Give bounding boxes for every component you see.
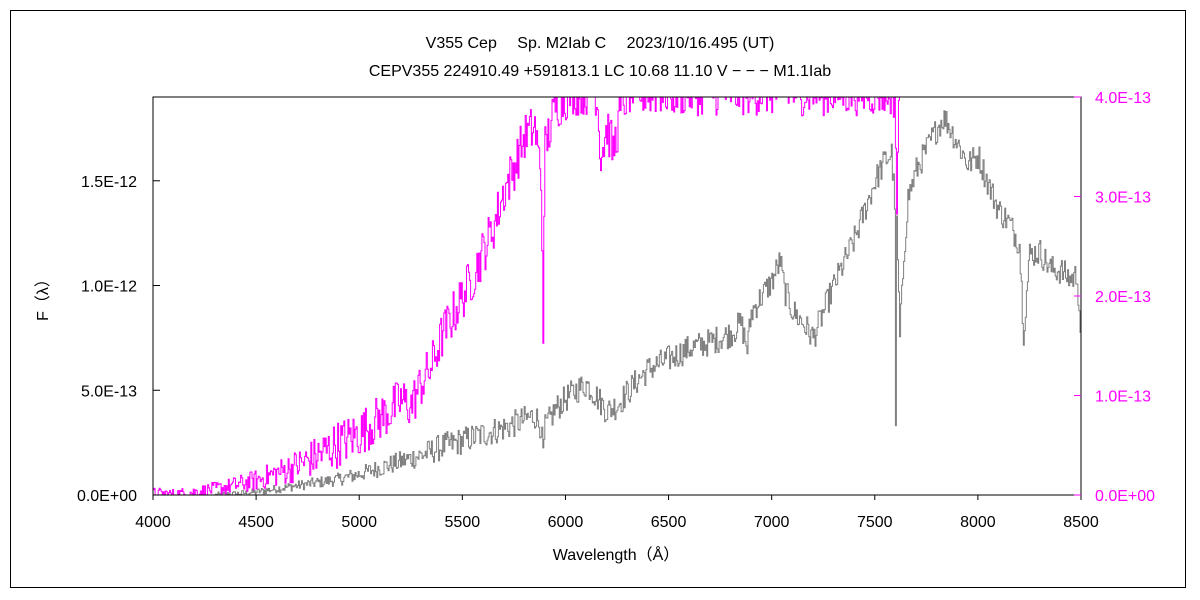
- y-axis-label: F（λ）: [34, 271, 52, 321]
- chart-frame: [10, 10, 1186, 588]
- y-right-tick-label: 3.0E-13: [1095, 190, 1151, 207]
- x-tick-label: 5500: [445, 514, 481, 531]
- x-tick-label: 8000: [960, 514, 996, 531]
- x-tick-label: 7000: [754, 514, 790, 531]
- y-right-tick-label: 0.0E+00: [1095, 488, 1155, 505]
- series-line-left-axis: [214, 110, 1082, 496]
- y-right-tick-label: 1.0E-13: [1095, 389, 1151, 406]
- y-left-tick-label: 5.0E-13: [81, 383, 137, 400]
- y-left-tick-label: 1.5E-12: [81, 174, 137, 191]
- x-axis-label: Wavelength（Å）: [553, 545, 680, 564]
- x-tick-label: 8500: [1063, 514, 1099, 531]
- chart-title-line-2: CEPV355 224910.49 +591813.1 LC 10.68 11.…: [368, 63, 832, 80]
- y-right-tick-label: 4.0E-13: [1095, 90, 1151, 107]
- y-left-tick-label: 1.0E-12: [81, 279, 137, 296]
- x-tick-label: 6500: [651, 514, 687, 531]
- plot-area: [152, 96, 1082, 496]
- y-right-tick-label: 2.0E-13: [1095, 289, 1151, 306]
- series-line-right-axis: [153, 96, 900, 496]
- x-tick-label: 4000: [135, 514, 171, 531]
- x-tick-label: 4500: [238, 514, 274, 531]
- x-tick-label: 7500: [857, 514, 893, 531]
- chart-title-line-1: V355 Cep Sp. M2Iab C 2023/10/16.495 (UT): [425, 35, 775, 52]
- y-left-tick-label: 0.0E+00: [77, 488, 137, 505]
- x-tick-label: 6000: [548, 514, 584, 531]
- x-tick-label: 5000: [341, 514, 377, 531]
